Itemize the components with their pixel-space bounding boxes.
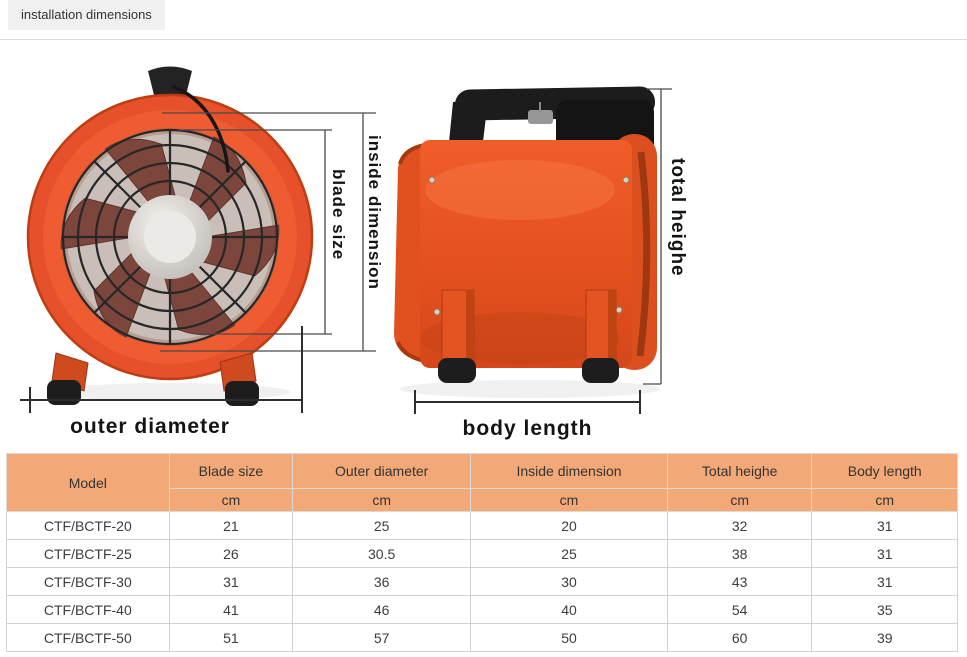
- cell-blade-size: 21: [168, 511, 294, 540]
- table-row: CTF/BCTF-20 21 25 20 32 31: [6, 511, 958, 540]
- table-row: CTF/BCTF-50 51 57 50 60 39: [6, 623, 958, 652]
- fan-illustrations: [20, 66, 672, 414]
- front-dimension-lines: [160, 112, 376, 352]
- cell-outer-diameter: 25: [292, 511, 472, 540]
- cell-model: CTF/BCTF-20: [6, 511, 170, 540]
- cell-outer-diameter: 36: [292, 567, 472, 596]
- outer-diameter-label: outer diameter: [70, 415, 230, 438]
- cell-inside-dimension: 20: [470, 511, 668, 540]
- cell-body-length: 39: [811, 623, 958, 652]
- blade-size-label: blade size: [329, 169, 348, 261]
- table-unit-row: cm cm cm cm cm: [7, 488, 958, 512]
- unit-inside-dimension: cm: [470, 488, 668, 512]
- cell-total-height: 54: [666, 595, 813, 624]
- cell-body-length: 35: [811, 595, 958, 624]
- cell-outer-diameter: 46: [292, 595, 472, 624]
- cell-inside-dimension: 50: [470, 623, 668, 652]
- table-header-row: Model Blade size Outer diameter Inside d…: [6, 453, 958, 512]
- inside-dimension-label: inside dimension: [365, 135, 384, 290]
- fan-front-view-illustration: [20, 66, 376, 413]
- cell-blade-size: 31: [168, 567, 294, 596]
- cell-inside-dimension: 30: [470, 567, 668, 596]
- cell-inside-dimension: 40: [470, 595, 668, 624]
- cell-body-length: 31: [811, 567, 958, 596]
- col-header-model: Model: [6, 453, 170, 512]
- table-row: CTF/BCTF-40 41 46 40 54 35: [6, 595, 958, 624]
- installation-dimensions-diagram: inside dimension blade size total heighe…: [0, 40, 967, 452]
- cell-total-height: 60: [666, 623, 813, 652]
- cell-body-length: 31: [811, 539, 958, 568]
- tab-label: installation dimensions: [21, 7, 152, 22]
- col-header-body-length: Body length: [811, 453, 958, 489]
- cell-blade-size: 41: [168, 595, 294, 624]
- cell-inside-dimension: 25: [470, 539, 668, 568]
- table-row: CTF/BCTF-30 31 36 30 43 31: [6, 567, 958, 596]
- col-header-outer-diameter: Outer diameter: [292, 453, 472, 489]
- dimensions-table: Model Blade size Outer diameter Inside d…: [6, 453, 958, 652]
- cell-body-length: 31: [811, 511, 958, 540]
- cell-outer-diameter: 30.5: [292, 539, 472, 568]
- col-header-total-height: Total heighe: [666, 453, 813, 489]
- total-height-label: total heighe: [667, 158, 688, 277]
- cell-blade-size: 51: [168, 623, 294, 652]
- total-height-lines: [643, 88, 672, 385]
- cell-model: CTF/BCTF-25: [6, 539, 170, 568]
- col-header-inside-dimension: Inside dimension: [470, 453, 668, 489]
- cell-outer-diameter: 57: [292, 623, 472, 652]
- cell-blade-size: 26: [168, 539, 294, 568]
- col-header-blade-size: Blade size: [168, 453, 294, 489]
- unit-blade-size: cm: [168, 488, 294, 512]
- cell-total-height: 32: [666, 511, 813, 540]
- unit-total-height: cm: [666, 488, 813, 512]
- body-length-label: body length: [462, 417, 593, 440]
- tab-installation-dimensions[interactable]: installation dimensions: [8, 0, 165, 30]
- unit-outer-diameter: cm: [292, 488, 472, 512]
- cell-model: CTF/BCTF-30: [6, 567, 170, 596]
- cell-model: CTF/BCTF-40: [6, 595, 170, 624]
- fan-side-view-illustration: [394, 86, 672, 414]
- cell-total-height: 43: [666, 567, 813, 596]
- body-length-lines: [414, 390, 641, 414]
- cell-total-height: 38: [666, 539, 813, 568]
- outer-diameter-lines: [20, 326, 303, 413]
- unit-body-length: cm: [811, 488, 958, 512]
- cell-model: CTF/BCTF-50: [6, 623, 170, 652]
- table-row: CTF/BCTF-25 26 30.5 25 38 31: [6, 539, 958, 568]
- divider: [0, 39, 967, 40]
